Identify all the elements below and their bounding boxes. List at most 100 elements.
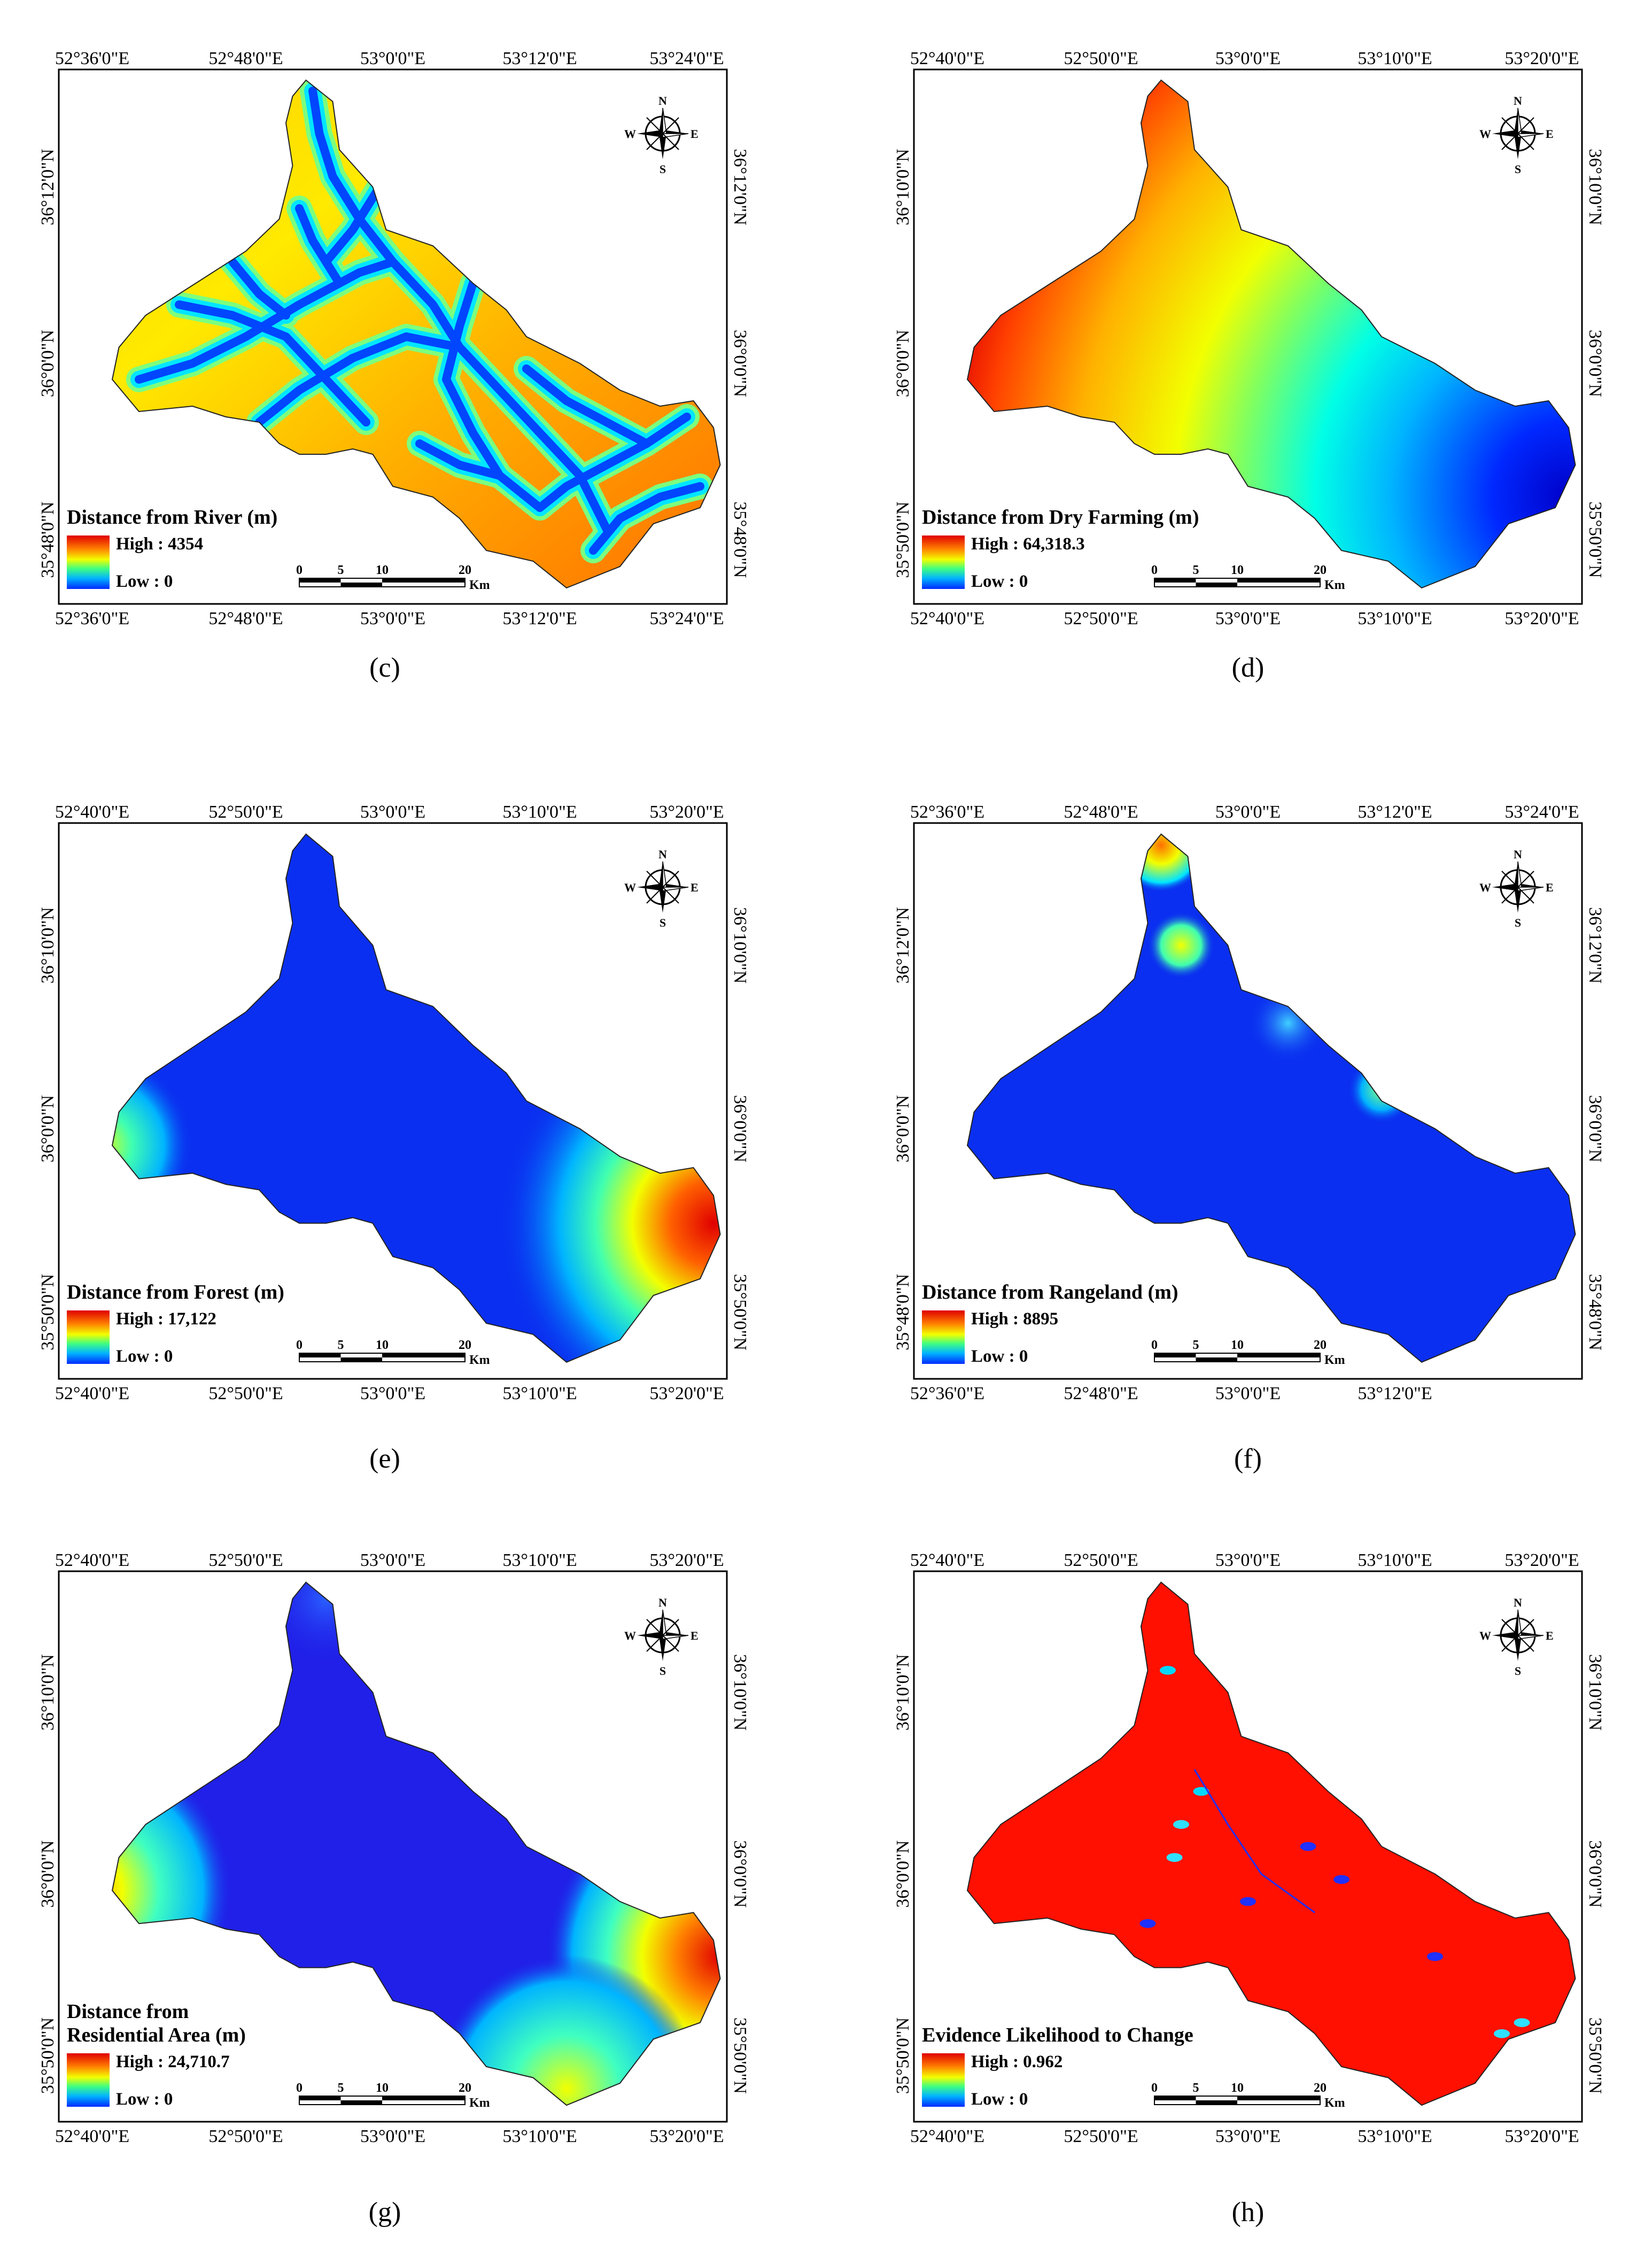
- bottom-longitude-label: 53°10'0"E: [1358, 2127, 1432, 2146]
- legend-high-label: High : 8895: [971, 1309, 1058, 1329]
- legend-low-label: Low : 0: [116, 1347, 173, 1366]
- legend-low-label: Low : 0: [116, 2090, 173, 2109]
- top-longitude-label: 52°40'0"E: [910, 49, 984, 68]
- left-latitude-label: 35°48'0"N: [893, 1274, 913, 1351]
- bottom-longitude-label: 53°10'0"E: [502, 2127, 577, 2146]
- legend-color-ramp: [922, 1310, 965, 1364]
- legend-high-label: High : 64,318.3: [971, 534, 1085, 554]
- scale-bar-tick-label: 5: [338, 2081, 344, 2095]
- scale-bar-unit: Km: [1324, 1353, 1345, 1367]
- bottom-longitude-label: 53°20'0"E: [1504, 609, 1579, 628]
- scale-bar-tick-label: 0: [1151, 563, 1158, 577]
- compass-west-label: W: [1479, 881, 1491, 894]
- compass-south-label: S: [660, 162, 666, 176]
- north-arrow-compass-icon: N S E W: [624, 848, 699, 929]
- scale-bar-tick-label: 10: [1231, 563, 1244, 577]
- legend-color-ramp: [922, 2053, 965, 2107]
- legend-low-label: Low : 0: [971, 572, 1028, 591]
- top-longitude-label: 52°48'0"E: [208, 49, 283, 68]
- compass-south-label: S: [1515, 916, 1521, 929]
- scale-bar-tick-label: 20: [459, 563, 471, 577]
- top-longitude-label: 53°20'0"E: [1504, 1550, 1579, 1570]
- scale-bar-tick-label: 0: [296, 2081, 303, 2095]
- scale-bar-tick-label: 20: [459, 1338, 471, 1352]
- compass-east-label: E: [1546, 1629, 1554, 1642]
- top-longitude-label: 52°40'0"E: [910, 1550, 984, 1570]
- scale-bar-tick-label: 0: [296, 563, 303, 577]
- bottom-longitude-label: 53°20'0"E: [649, 1384, 724, 1403]
- bottom-longitude-label: 53°0'0"E: [1215, 609, 1281, 628]
- left-latitude-label: 36°10'0"N: [38, 907, 58, 983]
- right-latitude-label: 36°0'0"N: [1585, 330, 1605, 397]
- top-longitude-label: 52°40'0"E: [55, 802, 129, 822]
- bottom-longitude-label: 53°12'0"E: [1358, 1384, 1432, 1403]
- left-latitude-label: 36°10'0"N: [893, 149, 913, 225]
- top-longitude-label: 53°10'0"E: [1358, 1550, 1432, 1570]
- north-arrow-compass-icon: N S E W: [1479, 1596, 1554, 1678]
- left-latitude-label: 35°48'0"N: [38, 501, 58, 578]
- right-latitude-label: 35°48'0"N: [730, 501, 750, 578]
- compass-west-label: W: [1479, 127, 1491, 141]
- top-longitude-label: 53°24'0"E: [649, 49, 724, 68]
- right-latitude-label: 36°12'0"N: [730, 149, 750, 225]
- compass-east-label: E: [691, 127, 699, 141]
- bottom-longitude-label: 52°50'0"E: [208, 2127, 283, 2146]
- panel-caption: (h): [1231, 2197, 1265, 2228]
- map-panel-f: 52°36'0"E 52°48'0"E 53°0'0"E 53°12'0"E 53°24…: [893, 802, 1605, 1403]
- north-arrow-compass-icon: N S E W: [624, 94, 699, 176]
- scale-bar-tick-label: 10: [376, 1338, 389, 1352]
- watershed-boundary: [966, 833, 1576, 1363]
- right-latitude-label: 36°10'0"N: [730, 907, 750, 983]
- panel-caption: (f): [1234, 1444, 1262, 1474]
- top-longitude-label: 53°0'0"E: [360, 802, 425, 822]
- scale-bar-tick-label: 5: [338, 1338, 344, 1352]
- left-latitude-label: 36°0'0"N: [893, 330, 913, 397]
- scale-bar-tick-label: 20: [459, 2081, 471, 2095]
- right-latitude-label: 36°0'0"N: [730, 1840, 750, 1907]
- scale-bar-unit: Km: [469, 1353, 490, 1367]
- legend-high-label: High : 4354: [116, 534, 203, 554]
- top-longitude-label: 52°36'0"E: [55, 49, 129, 68]
- legend-title: Distance from Forest (m): [67, 1281, 284, 1303]
- watershed-boundary: [966, 79, 1576, 589]
- bottom-longitude-label: 52°36'0"E: [55, 609, 129, 628]
- scale-bar-tick-label: 10: [1231, 2081, 1244, 2095]
- bottom-longitude-label: 53°20'0"E: [1504, 2127, 1579, 2146]
- compass-south-label: S: [1515, 162, 1521, 176]
- watershed-boundary: [111, 79, 721, 589]
- compass-north-label: N: [658, 94, 667, 107]
- right-latitude-label: 36°0'0"N: [730, 330, 750, 397]
- bottom-longitude-label: 53°0'0"E: [360, 2127, 425, 2146]
- compass-north-label: N: [658, 1596, 667, 1609]
- right-latitude-label: 36°10'0"N: [1585, 1654, 1605, 1731]
- legend-low-label: Low : 0: [971, 1347, 1028, 1366]
- legend-low-label: Low : 0: [116, 572, 173, 591]
- compass-north-label: N: [1514, 94, 1522, 107]
- bottom-longitude-label: 53°0'0"E: [1215, 1384, 1281, 1403]
- scale-bar-unit: Km: [1324, 2096, 1345, 2110]
- raster-layer: [112, 80, 720, 588]
- top-longitude-label: 53°12'0"E: [502, 49, 577, 68]
- right-latitude-label: 35°50'0"N: [730, 2018, 750, 2094]
- left-latitude-label: 36°12'0"N: [893, 907, 913, 983]
- bottom-longitude-label: 52°40'0"E: [910, 609, 984, 628]
- scale-bar-unit: Km: [1324, 578, 1345, 592]
- top-longitude-label: 52°40'0"E: [55, 1550, 129, 1570]
- map-panel-h: 52°40'0"E 52°50'0"E 53°0'0"E 53°10'0"E 53°20…: [893, 1550, 1605, 2146]
- compass-east-label: E: [691, 881, 699, 894]
- scale-bar-tick-label: 20: [1314, 563, 1327, 577]
- left-latitude-label: 36°0'0"N: [38, 1095, 58, 1162]
- right-latitude-label: 36°0'0"N: [1585, 1095, 1605, 1162]
- right-latitude-label: 36°0'0"N: [730, 1095, 750, 1162]
- compass-west-label: W: [624, 1629, 636, 1642]
- map-panel-g: 52°40'0"E 52°50'0"E 53°0'0"E 53°10'0"E 53°20…: [38, 1550, 750, 2146]
- scale-bar-tick-label: 20: [1314, 2081, 1327, 2095]
- left-latitude-label: 35°50'0"N: [38, 1274, 58, 1351]
- right-latitude-label: 36°12'0"N: [1585, 907, 1605, 983]
- legend-color-ramp: [67, 536, 110, 589]
- left-latitude-label: 36°0'0"N: [893, 1840, 913, 1907]
- top-longitude-label: 53°0'0"E: [1215, 802, 1281, 822]
